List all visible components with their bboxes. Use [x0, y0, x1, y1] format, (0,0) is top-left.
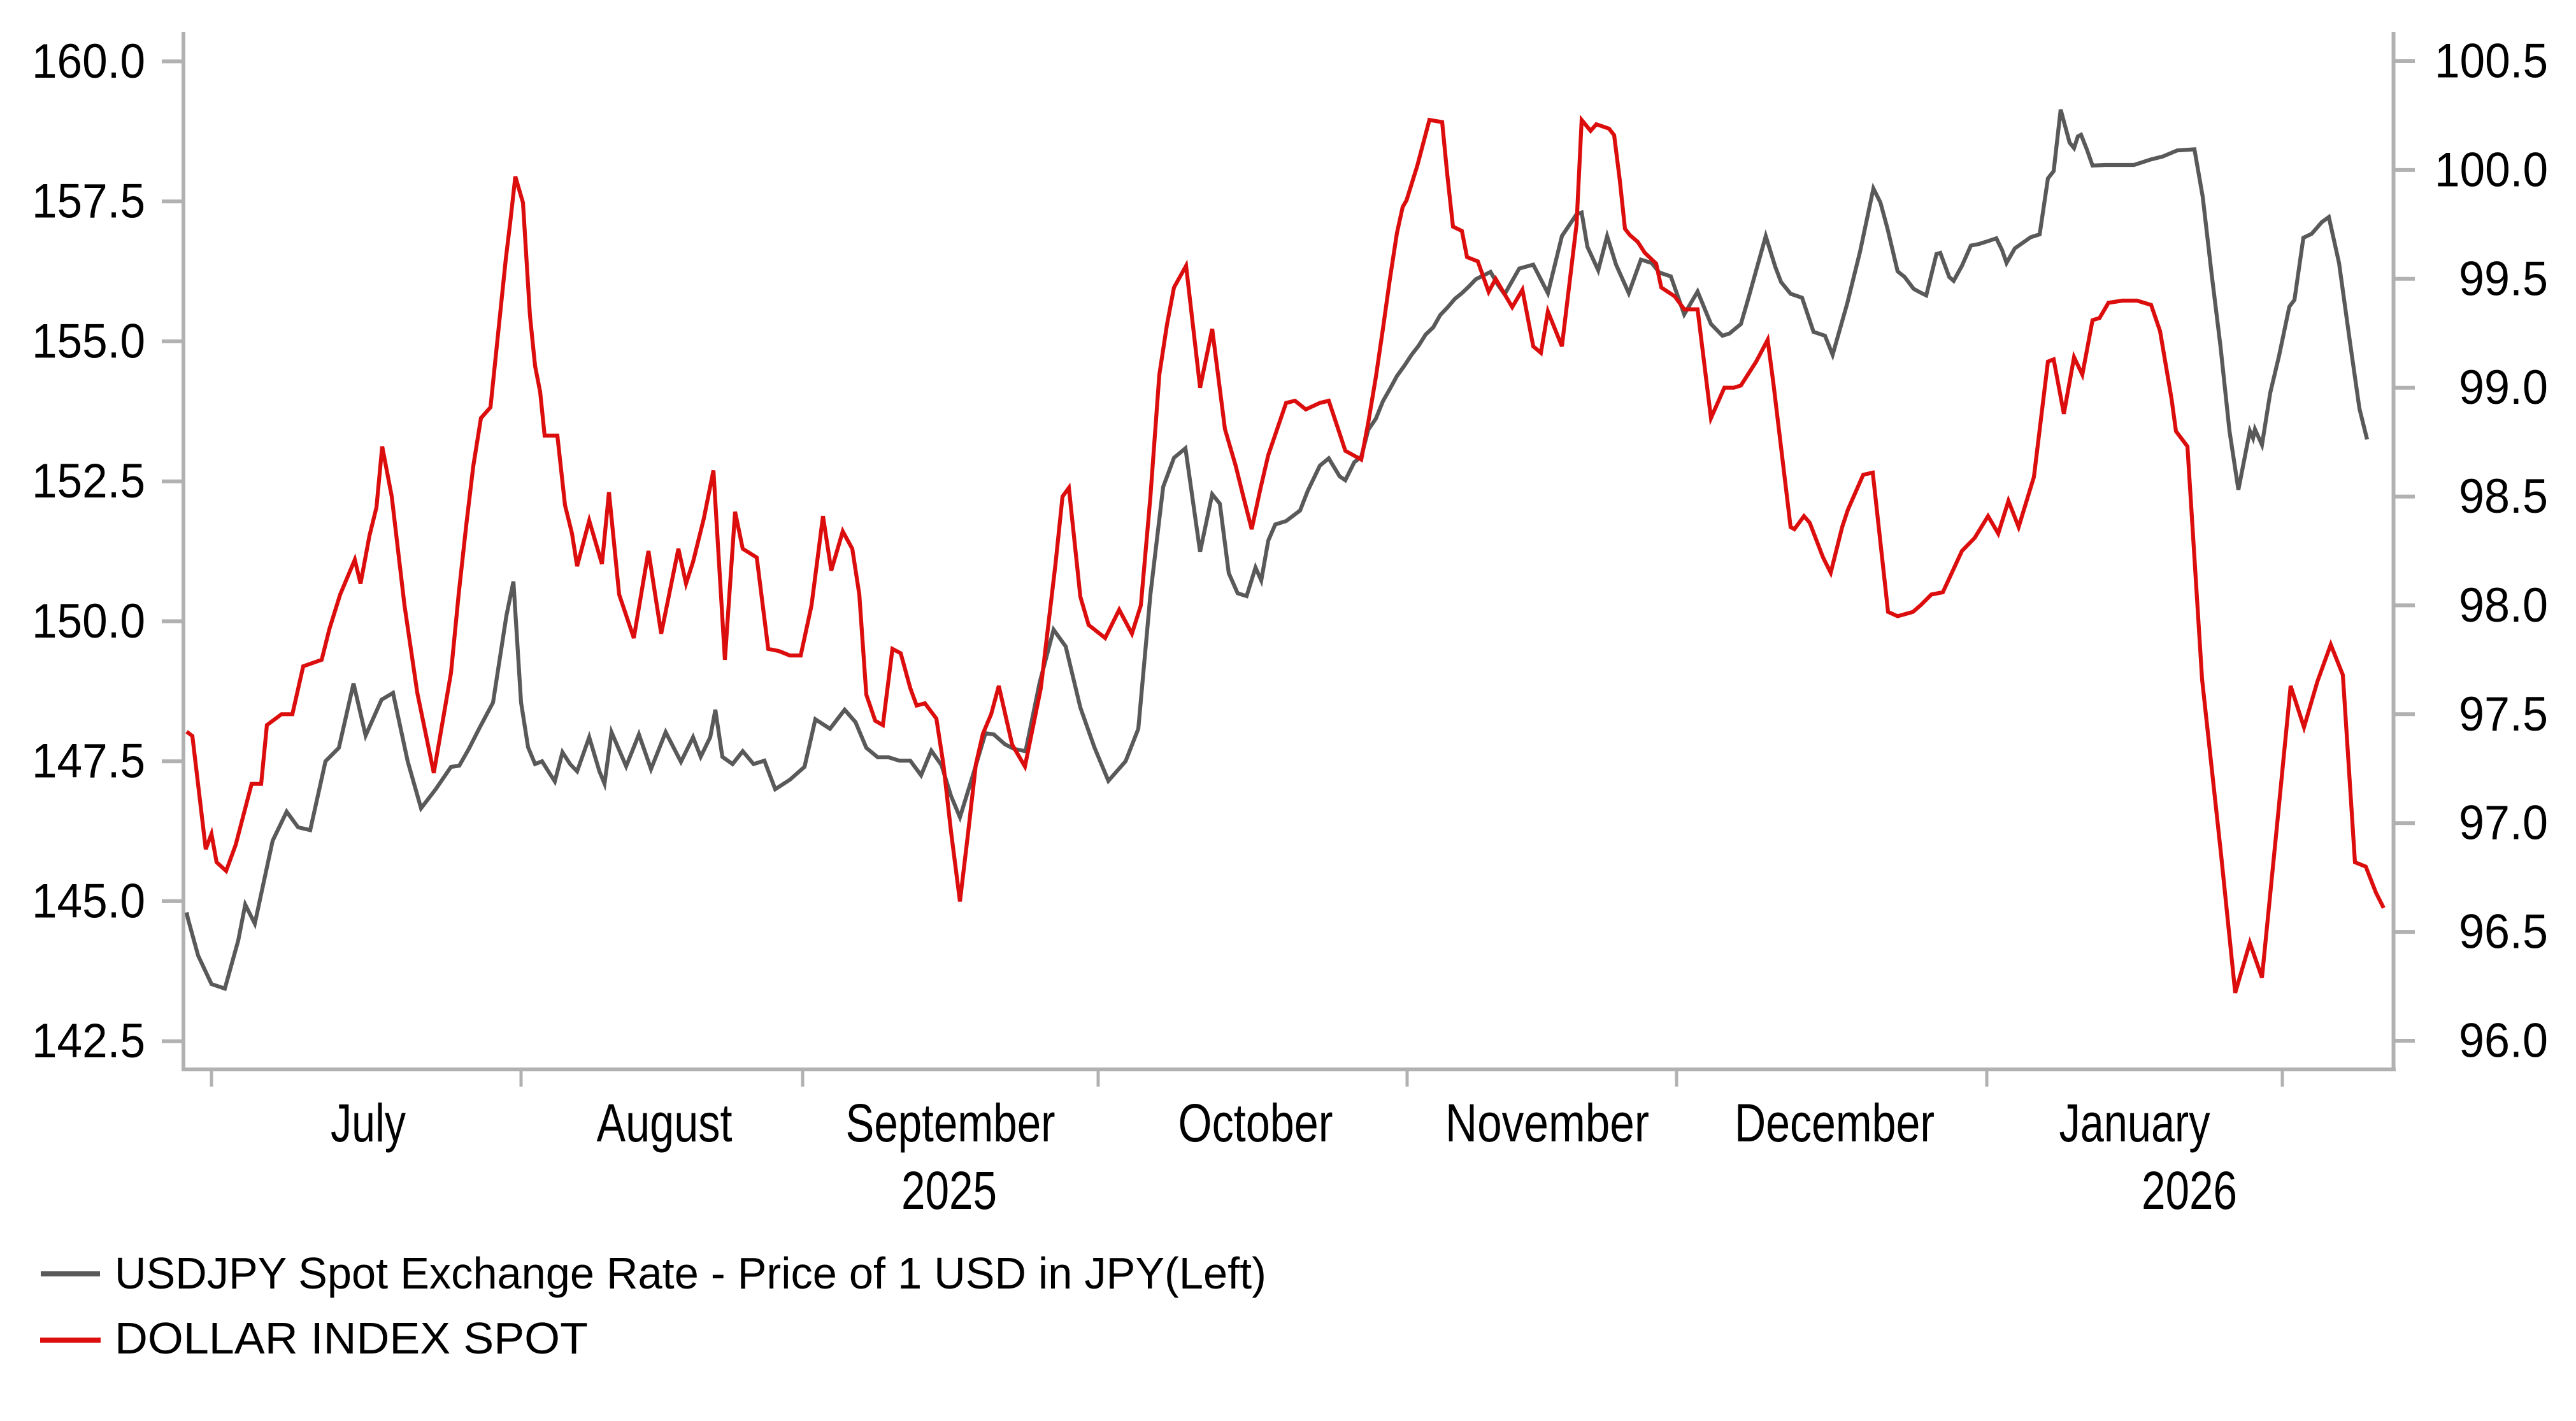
svg-text:98.0: 98.0	[2459, 578, 2548, 632]
svg-text:160.0: 160.0	[32, 34, 145, 89]
svg-text:100.0: 100.0	[2435, 143, 2548, 197]
svg-text:2026: 2026	[2142, 1160, 2237, 1220]
svg-text:96.0: 96.0	[2459, 1014, 2548, 1068]
svg-text:99.5: 99.5	[2459, 252, 2548, 306]
svg-text:155.0: 155.0	[32, 314, 145, 368]
svg-text:December: December	[1735, 1093, 1935, 1153]
svg-text:99.0: 99.0	[2459, 361, 2548, 415]
svg-text:November: November	[1445, 1093, 1649, 1153]
svg-text:July: July	[331, 1093, 406, 1153]
svg-text:September: September	[846, 1093, 1055, 1153]
svg-text:157.5: 157.5	[32, 175, 145, 229]
svg-text:96.5: 96.5	[2459, 905, 2548, 959]
svg-text:145.0: 145.0	[32, 874, 145, 928]
svg-text:98.5: 98.5	[2459, 469, 2548, 524]
svg-text:USDJPY Spot Exchange Rate - Pr: USDJPY Spot Exchange Rate - Price of 1 U…	[115, 1248, 1266, 1298]
svg-text:97.5: 97.5	[2459, 687, 2548, 741]
svg-text:150.0: 150.0	[32, 594, 145, 648]
svg-text:97.0: 97.0	[2459, 796, 2548, 850]
svg-text:147.5: 147.5	[32, 734, 145, 789]
svg-text:2025: 2025	[901, 1160, 997, 1220]
svg-text:100.5: 100.5	[2435, 34, 2548, 89]
svg-text:January: January	[2059, 1093, 2210, 1153]
svg-text:October: October	[1178, 1093, 1333, 1153]
svg-text:August: August	[597, 1093, 733, 1153]
svg-text:152.5: 152.5	[32, 454, 145, 508]
svg-text:142.5: 142.5	[32, 1014, 145, 1068]
svg-text:DOLLAR INDEX SPOT: DOLLAR INDEX SPOT	[115, 1313, 588, 1363]
